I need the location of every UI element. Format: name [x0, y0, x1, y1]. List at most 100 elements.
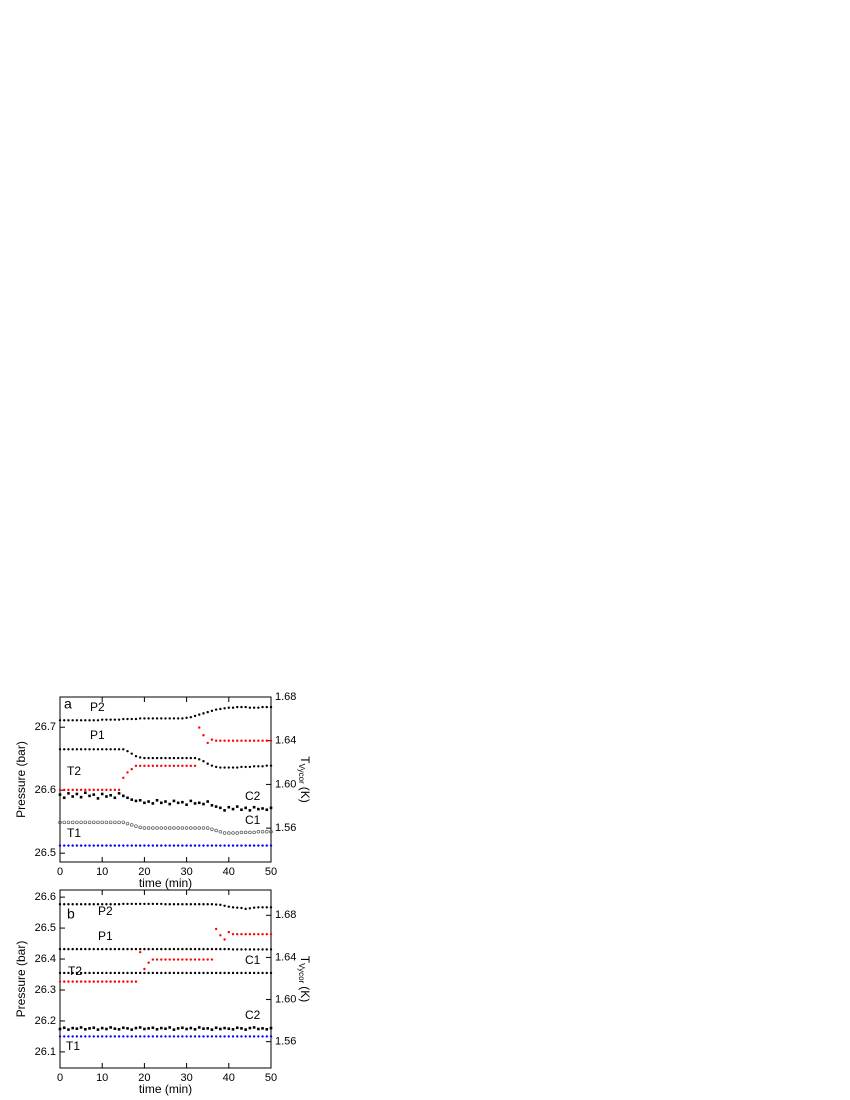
data-point [92, 820, 96, 825]
data-point [96, 844, 100, 847]
data-point [172, 844, 176, 847]
data-point [143, 756, 146, 760]
x-tick-label: 10 [96, 1072, 108, 1084]
data-point [219, 971, 222, 975]
data-point [227, 831, 231, 835]
data-point [109, 748, 112, 751]
data-point [88, 971, 91, 975]
data-point [122, 717, 125, 721]
data-point [147, 717, 150, 720]
data-point [92, 844, 95, 847]
data-point [261, 1027, 264, 1030]
data-point [198, 903, 201, 906]
data-point [252, 948, 256, 951]
data-point [210, 709, 214, 713]
data-point [79, 788, 83, 792]
data-point [261, 906, 264, 909]
data-point [67, 971, 70, 975]
data-point [240, 933, 243, 936]
data-point [88, 844, 91, 847]
data-point [248, 706, 252, 709]
x-tick-label: 20 [138, 866, 150, 878]
data-point [193, 826, 197, 830]
data-point [240, 1035, 243, 1038]
data-point [172, 971, 176, 975]
data-point [79, 748, 83, 751]
data-point [143, 801, 146, 805]
data-point [269, 764, 273, 767]
data-point [240, 948, 243, 951]
data-point [202, 947, 205, 951]
data-point [252, 739, 256, 742]
data-point [269, 806, 273, 810]
data-point [236, 844, 239, 847]
data-point [151, 958, 155, 961]
data-point [240, 739, 243, 742]
data-point [172, 764, 176, 768]
data-point [236, 705, 239, 709]
data-point [138, 1035, 142, 1038]
data-point [164, 844, 167, 847]
data-point [227, 1027, 231, 1030]
data-point [92, 793, 96, 796]
data-point [138, 1026, 142, 1029]
data-point [117, 748, 121, 751]
data-point [244, 806, 247, 810]
data-point [168, 1026, 172, 1029]
data-point [206, 971, 209, 975]
data-point [62, 1026, 66, 1030]
data-point [84, 947, 87, 951]
data-point [62, 796, 66, 800]
data-point [71, 788, 74, 792]
y2-tick-label: 1.68 [275, 691, 296, 703]
data-point [126, 1035, 129, 1038]
data-point [231, 844, 235, 847]
data-point [67, 844, 70, 847]
data-point [75, 792, 79, 796]
data-point [101, 748, 104, 751]
data-point [176, 764, 180, 768]
data-point [134, 902, 138, 906]
data-point [163, 826, 168, 830]
data-point [231, 1035, 235, 1038]
data-point [164, 1027, 167, 1030]
data-point [214, 708, 218, 711]
data-point [138, 764, 142, 768]
data-point [143, 967, 146, 971]
x-tick-label: 30 [180, 1072, 192, 1084]
data-point [176, 1035, 180, 1038]
data-point [151, 971, 155, 975]
data-point [109, 1026, 112, 1029]
data-point [126, 796, 129, 800]
data-point [227, 930, 230, 934]
data-point [71, 903, 74, 906]
data-point [231, 766, 235, 769]
data-point [265, 906, 268, 909]
data-point [79, 947, 83, 951]
data-point [138, 971, 142, 975]
data-point [261, 971, 264, 975]
data-point [96, 971, 100, 975]
data-point [210, 1035, 214, 1038]
data-point [214, 971, 218, 975]
data-point [189, 958, 193, 961]
data-point [248, 971, 252, 975]
data-point [223, 1026, 226, 1030]
data-point [92, 1035, 95, 1038]
data-point [151, 764, 155, 768]
data-point [130, 1028, 134, 1031]
data-point [231, 706, 235, 709]
data-point [84, 1028, 87, 1031]
y2-axis-title: TVycor (K) [297, 756, 312, 803]
data-point [134, 754, 138, 758]
data-point [147, 764, 150, 768]
y-tick-label: 26.3 [35, 984, 56, 996]
data-point [109, 980, 112, 983]
data-point [155, 971, 159, 975]
data-point [193, 1035, 197, 1038]
data-point [206, 844, 209, 847]
data-point [92, 903, 95, 906]
data-point [243, 830, 248, 835]
y-tick-label: 26.2 [35, 1015, 56, 1027]
